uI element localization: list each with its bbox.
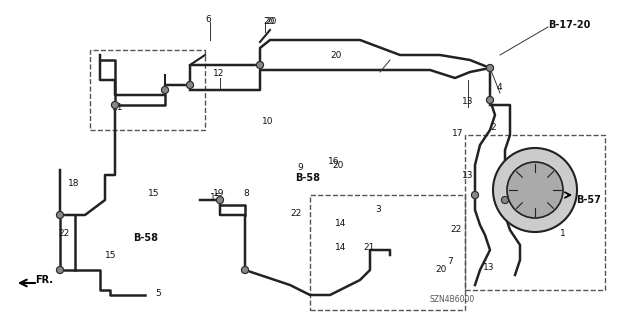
Text: 21: 21 <box>363 243 374 253</box>
Circle shape <box>486 64 493 71</box>
Circle shape <box>56 211 63 219</box>
Text: 20: 20 <box>332 160 344 169</box>
Text: 20: 20 <box>435 265 446 275</box>
Circle shape <box>257 62 264 69</box>
Text: 14: 14 <box>335 219 346 227</box>
Text: 9: 9 <box>297 164 303 173</box>
Text: 6: 6 <box>205 16 211 25</box>
Text: B-57: B-57 <box>576 195 601 205</box>
Text: 5: 5 <box>155 288 161 298</box>
Text: 13: 13 <box>462 98 474 107</box>
Circle shape <box>507 162 563 218</box>
Text: 15: 15 <box>210 194 221 203</box>
Circle shape <box>216 197 223 204</box>
Bar <box>465 135 605 290</box>
Circle shape <box>186 81 193 88</box>
Text: 4: 4 <box>497 84 502 93</box>
Text: 15: 15 <box>105 250 116 259</box>
Text: 22: 22 <box>290 209 301 218</box>
Text: 20: 20 <box>330 50 341 60</box>
Text: 22: 22 <box>58 228 69 238</box>
Text: FR.: FR. <box>35 275 53 285</box>
Text: 15: 15 <box>148 189 159 197</box>
Text: 13: 13 <box>483 263 495 272</box>
Text: 19: 19 <box>213 189 225 197</box>
Circle shape <box>472 191 479 198</box>
Text: 2: 2 <box>490 122 495 131</box>
Bar <box>310 195 465 310</box>
Text: 20: 20 <box>265 18 276 26</box>
Circle shape <box>161 86 168 93</box>
Text: 7: 7 <box>447 257 452 266</box>
Text: 11: 11 <box>112 103 124 113</box>
Text: 16: 16 <box>328 158 339 167</box>
Circle shape <box>241 266 248 273</box>
Bar <box>90 50 205 130</box>
Text: 10: 10 <box>262 117 273 127</box>
Circle shape <box>493 148 577 232</box>
Text: 17: 17 <box>452 129 463 137</box>
Text: 20: 20 <box>263 18 275 26</box>
Circle shape <box>111 101 118 108</box>
Text: 8: 8 <box>243 189 249 197</box>
Circle shape <box>56 266 63 273</box>
Text: 1: 1 <box>560 228 566 238</box>
Circle shape <box>486 97 493 103</box>
Text: 12: 12 <box>213 69 225 78</box>
Text: 3: 3 <box>375 205 381 214</box>
Text: 18: 18 <box>68 179 79 188</box>
Text: SZN4B6000: SZN4B6000 <box>430 295 476 305</box>
Circle shape <box>502 197 509 204</box>
Text: 22: 22 <box>450 226 461 234</box>
Text: B-17-20: B-17-20 <box>548 20 590 30</box>
Text: B-58: B-58 <box>133 233 158 243</box>
Text: B-58: B-58 <box>295 173 320 183</box>
Text: 14: 14 <box>335 243 346 253</box>
Text: 13: 13 <box>462 170 474 180</box>
